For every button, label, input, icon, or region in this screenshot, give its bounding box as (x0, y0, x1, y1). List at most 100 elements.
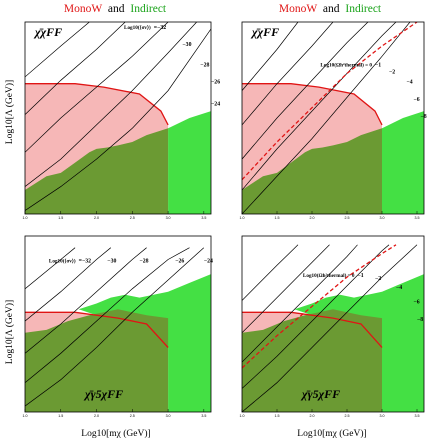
monow-boundary (242, 311, 383, 348)
header-left-monow: MonoW (64, 3, 102, 15)
panel-title: χ̄χFF (33, 25, 62, 39)
contour-line-2 (242, 22, 369, 160)
x-tick-label: 2.0 (310, 414, 315, 418)
x-tick-label: 1.5 (58, 216, 63, 220)
contour-label-3: −6 (414, 97, 420, 103)
x-tick-label: 2.5 (130, 414, 135, 418)
contour-label-0: −1 (375, 63, 381, 69)
x-tick-label: 1.5 (58, 414, 63, 418)
contour-label-3: −26 (175, 258, 184, 264)
contour-label-2: −4 (407, 80, 413, 86)
x-tick-label: 1.0 (23, 414, 28, 418)
panel-top-left: 1.0 1.5 2.0 2.5 3.0 3.5 χ̄χFF Log10(⟨σv⟩) =−32 −3… (23, 21, 220, 220)
monow-boundary (242, 83, 383, 126)
contour-line-3 (25, 247, 112, 322)
contour-title: Log10(⟨σv⟩) (124, 24, 151, 31)
contour-title: Log10(Ωh²thermal) = 0 (320, 62, 372, 69)
x-tick-label: 2.0 (94, 414, 99, 418)
header-right-indirect: Indirect (345, 3, 382, 15)
plot-area (242, 244, 424, 412)
contour-line-2 (25, 22, 169, 153)
x-tick-label: 3.0 (166, 216, 171, 220)
contour-line-1 (25, 22, 197, 187)
contour-label-4: −8 (421, 114, 427, 120)
x-tick-label: 2.5 (130, 216, 135, 220)
contour-line-4 (242, 22, 299, 91)
indirect-region (294, 274, 424, 412)
panel-title: χ̄γ5χFF (300, 387, 340, 401)
panels: 1.0 1.5 2.0 2.5 3.0 3.5χ̄χFF Log10(⟨σv⟩) =−32−3… (23, 21, 427, 418)
x-tick-label: 2.0 (94, 216, 99, 220)
x-tick-label: 3.0 (380, 216, 385, 220)
header-left: MonoW and Indirect (64, 3, 167, 15)
overlap-region (25, 309, 169, 412)
ylabel-bottom: Log10[Λ (GeV)] (4, 300, 15, 364)
contour-line-1 (242, 22, 397, 191)
contour-line-0 (242, 244, 418, 412)
contour-line-1 (25, 247, 190, 383)
panel-title: χ̄γ5χFF (83, 387, 123, 401)
plot-area (25, 247, 211, 412)
header-right-monow: MonoW (279, 3, 317, 15)
indirect-region (382, 111, 424, 214)
monow-boundary (25, 83, 169, 126)
frame (24, 235, 212, 413)
monow-boundary (25, 311, 169, 348)
contour-line-3 (242, 244, 330, 334)
frame (241, 235, 425, 413)
contour-label-0: −1 (358, 273, 364, 279)
contour-line-2 (242, 244, 358, 363)
x-tick-label: 3.5 (415, 414, 420, 418)
frame (241, 21, 425, 215)
contour-label-4: −24 (211, 102, 220, 108)
x-tick-label: 3.5 (201, 216, 206, 220)
ylabel-top: Log10[Λ (GeV)] (4, 80, 15, 144)
x-tick-label: 1.0 (23, 216, 28, 220)
header-left-indirect: Indirect (130, 3, 167, 15)
x-tick-label: 1.5 (275, 414, 280, 418)
panel-title: χ̄χFF (250, 25, 279, 39)
contour-title: Log10(Ωh²thermal) = 0 (303, 272, 355, 279)
xlabel-right: Log10[mχ (GeV)] (297, 428, 366, 439)
contour-label-3: −26 (211, 80, 220, 86)
contour-line-3 (242, 22, 334, 126)
x-tick-label: 2.5 (345, 414, 350, 418)
contour-label-0: =−32 (79, 258, 92, 264)
panel-bottom-left: 1.0 1.5 2.0 2.5 3.0 3.5 χ̄γ5χFF Log10(⟨σv⟩) =−32… (23, 235, 213, 418)
x-tick-label: 3.5 (201, 414, 206, 418)
contour-line-3 (25, 22, 126, 115)
contour-label-3: −6 (414, 299, 420, 305)
indirect-region (168, 111, 211, 214)
header-right-and: and (323, 3, 340, 15)
x-tick-label: 1.0 (240, 216, 245, 220)
plot-area (25, 22, 211, 214)
x-tick-label: 1.5 (275, 216, 280, 220)
header-left-and: and (108, 3, 125, 15)
overlap-region (25, 128, 169, 214)
frame (24, 21, 212, 215)
x-tick-label: 1.0 (240, 414, 245, 418)
x-tick-label: 2.0 (310, 216, 315, 220)
x-tick-label: 3.0 (166, 414, 171, 418)
x-tick-label: 3.0 (380, 414, 385, 418)
contour-title: Log10(⟨σv⟩) (49, 257, 76, 264)
contour-label-1: −30 (107, 258, 116, 264)
contour-line-0 (25, 247, 205, 407)
overlap-region (242, 128, 382, 214)
thermal-relic-line (242, 244, 397, 369)
x-tick-label: 2.5 (345, 216, 350, 220)
contour-label-2: −4 (396, 285, 402, 291)
thermal-relic-line (242, 22, 418, 181)
contour-line-4 (25, 247, 76, 290)
contour-line-0 (25, 28, 211, 211)
contour-label-1: −2 (375, 276, 381, 282)
indirect-region (78, 274, 211, 412)
header-right: MonoW and Indirect (279, 3, 382, 15)
contour-label-1: −2 (389, 69, 395, 75)
contour-line-0 (242, 22, 411, 214)
contour-label-2: −28 (139, 258, 148, 264)
plot-area (242, 22, 424, 214)
contour-label-1: −30 (182, 42, 191, 48)
xlabel-left: Log10[mχ (GeV)] (81, 428, 150, 439)
